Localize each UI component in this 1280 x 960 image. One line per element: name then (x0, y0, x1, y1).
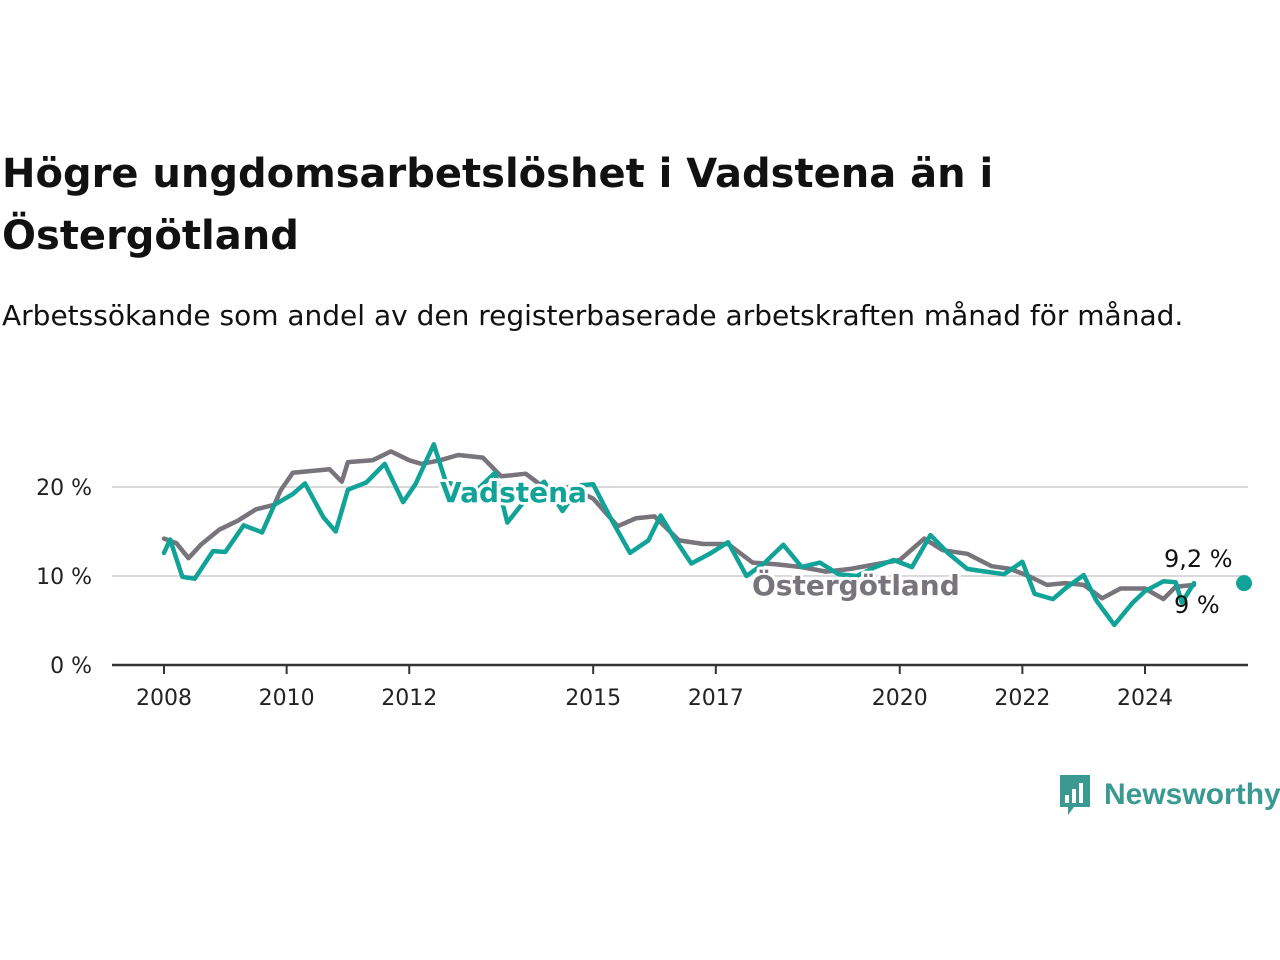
x-tick-label: 2022 (994, 686, 1050, 711)
newsworthy-logo-icon (1060, 775, 1090, 815)
y-tick-label: 0 % (50, 654, 92, 679)
x-tick-label: 2017 (688, 686, 744, 711)
y-tick-label: 20 % (36, 476, 92, 501)
x-tick-label: 2020 (872, 686, 928, 711)
series-line-vadstena (161, 442, 1197, 628)
x-tick-label: 2010 (259, 686, 315, 711)
x-tick-label: 2015 (565, 686, 621, 711)
end-label-vadstena: 9,2 % (1164, 545, 1233, 573)
series-label-ostergotland: Östergötland (752, 568, 960, 602)
brand[interactable]: Newsworthy (1058, 772, 1280, 818)
series-line--sterg-tland (161, 449, 1197, 602)
chart-title: Högre ungdomsarbetslöshet i Vadstena än … (2, 151, 994, 259)
y-tick-label: 10 % (36, 565, 92, 590)
end-point-vadstena (1236, 575, 1253, 592)
chart-subtitle: Arbetssökande som andel av den registerb… (2, 299, 1184, 332)
line-chart: 0 % 10 % 20 % 2008 2010 2012 2015 2017 2020 2022 2… (36, 442, 1253, 711)
x-tick-label: 2008 (136, 686, 192, 711)
x-tick-label: 2012 (381, 686, 437, 711)
end-label-ostergotland: 9 % (1174, 591, 1220, 619)
series-label-vadstena: Vadstena (440, 476, 587, 509)
brand-name: Newsworthy (1104, 778, 1280, 811)
x-tick-label: 2024 (1117, 686, 1173, 711)
